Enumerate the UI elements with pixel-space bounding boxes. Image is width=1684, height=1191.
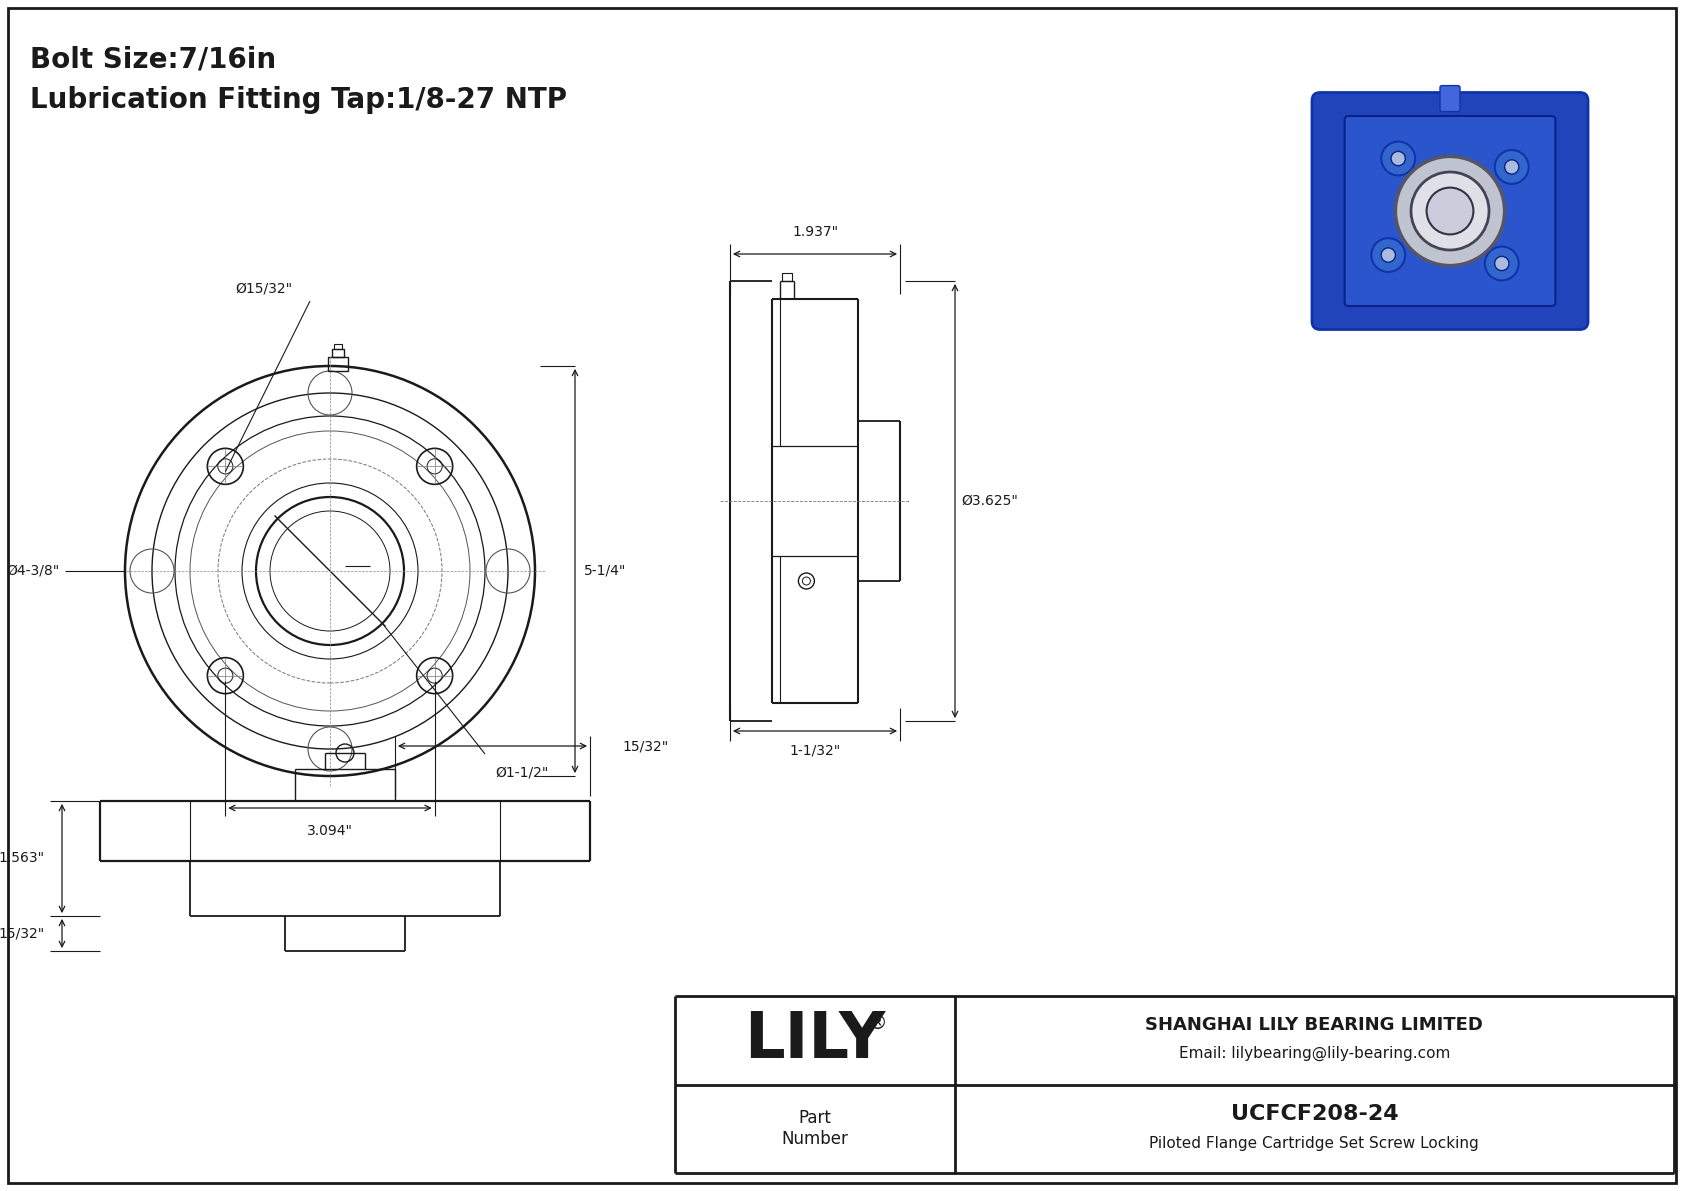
Text: 1.937": 1.937": [791, 225, 839, 239]
Text: 15/32": 15/32": [621, 738, 669, 753]
Circle shape: [1504, 160, 1519, 174]
Circle shape: [1391, 151, 1406, 166]
Text: LILY: LILY: [744, 1009, 886, 1071]
Text: Ø15/32": Ø15/32": [236, 282, 291, 297]
Circle shape: [1396, 156, 1504, 266]
Text: ®: ®: [867, 1015, 886, 1034]
Circle shape: [1485, 247, 1519, 280]
Text: 1-1/32": 1-1/32": [790, 743, 840, 757]
FancyBboxPatch shape: [1312, 93, 1588, 330]
FancyBboxPatch shape: [1440, 86, 1460, 112]
Text: UCFCF208-24: UCFCF208-24: [1231, 1104, 1398, 1124]
Circle shape: [1381, 142, 1415, 175]
Circle shape: [1426, 188, 1474, 235]
Text: Lubrication Fitting Tap:1/8-27 NTP: Lubrication Fitting Tap:1/8-27 NTP: [30, 86, 568, 114]
Text: SHANGHAI LILY BEARING LIMITED: SHANGHAI LILY BEARING LIMITED: [1145, 1016, 1484, 1034]
Text: Ø3.625": Ø3.625": [962, 494, 1019, 509]
Text: 3.094": 3.094": [306, 824, 354, 838]
Text: 15/32": 15/32": [0, 927, 45, 941]
Text: 5-1/4": 5-1/4": [584, 565, 626, 578]
Bar: [333, 344, 342, 349]
Circle shape: [1495, 256, 1509, 270]
Circle shape: [1495, 150, 1529, 183]
Bar: [332, 349, 344, 357]
FancyBboxPatch shape: [1344, 116, 1556, 306]
Text: Piloted Flange Cartridge Set Screw Locking: Piloted Flange Cartridge Set Screw Locki…: [1150, 1136, 1479, 1152]
Text: Part
Number: Part Number: [781, 1109, 849, 1148]
Circle shape: [1371, 238, 1404, 272]
Bar: [781, 273, 791, 281]
Circle shape: [1381, 248, 1396, 262]
Text: Email: lilybearing@lily-bearing.com: Email: lilybearing@lily-bearing.com: [1179, 1046, 1450, 1061]
Text: 1.563": 1.563": [0, 852, 45, 866]
Text: Ø1-1/2": Ø1-1/2": [495, 766, 549, 780]
Text: Ø4-3/8": Ø4-3/8": [7, 565, 61, 578]
Circle shape: [1411, 172, 1489, 250]
Bar: [328, 357, 349, 372]
Text: Bolt Size:7/16in: Bolt Size:7/16in: [30, 46, 276, 74]
